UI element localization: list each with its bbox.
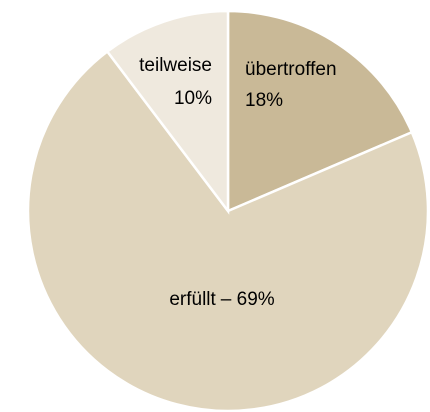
label-category: teilweise	[139, 55, 212, 76]
label-category: erfüllt	[169, 289, 216, 310]
label-value: 10%	[174, 88, 212, 109]
pie-slice	[26, 49, 430, 412]
label-value: 18%	[245, 90, 283, 111]
pie-slice	[105, 9, 230, 215]
data-label: erfüllt – 69%	[169, 289, 274, 310]
label-category: übertroffen	[245, 59, 337, 80]
pie-slice	[226, 9, 414, 213]
label-value: – 69%	[221, 289, 275, 310]
